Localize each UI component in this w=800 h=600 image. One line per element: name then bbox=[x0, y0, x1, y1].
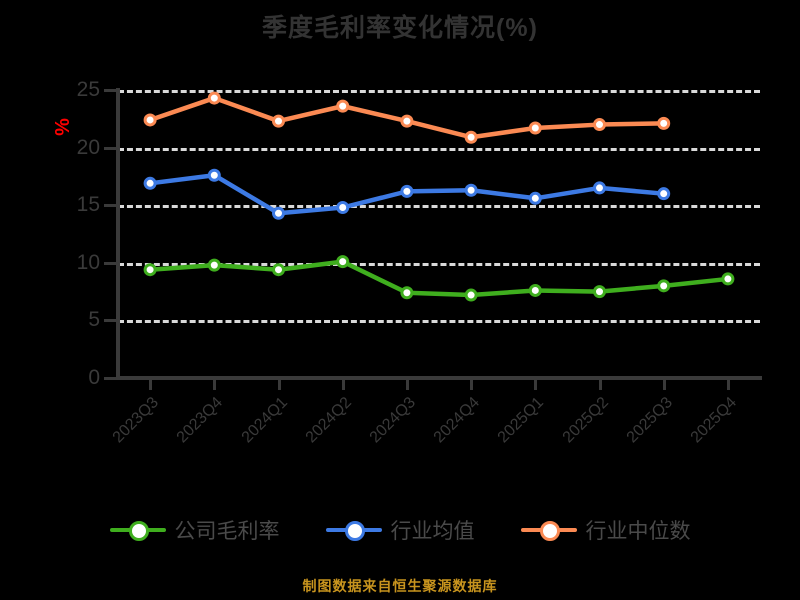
x-axis-tick bbox=[149, 380, 153, 390]
data-point-marker bbox=[336, 255, 350, 269]
data-point-marker bbox=[400, 286, 414, 300]
series-line bbox=[147, 259, 731, 298]
data-point-marker bbox=[657, 187, 671, 201]
y-axis-tick-label: 15 bbox=[76, 193, 100, 217]
x-axis-tick bbox=[726, 380, 730, 390]
x-axis-tick bbox=[341, 380, 345, 390]
legend-marker-icon bbox=[520, 519, 577, 541]
data-point-marker bbox=[400, 184, 414, 198]
y-axis-tick-label-wrap: 10 bbox=[0, 252, 100, 273]
y-axis-tick-label-wrap: 25 bbox=[0, 79, 100, 100]
data-point-marker bbox=[593, 181, 606, 195]
data-point-marker bbox=[593, 285, 606, 299]
y-axis-tick bbox=[104, 377, 118, 380]
y-axis-tick-label: 5 bbox=[88, 308, 100, 332]
legend-dot-icon bbox=[128, 521, 149, 541]
y-axis-tick-label-wrap: 15 bbox=[0, 194, 100, 215]
chart-title: 季度毛利率变化情况(%) bbox=[262, 14, 538, 42]
y-axis-tick-label-wrap: 5 bbox=[0, 309, 100, 330]
y-axis-tick-label: 0 bbox=[88, 366, 100, 389]
gridline bbox=[118, 205, 760, 209]
y-axis-tick-label: 20 bbox=[76, 135, 100, 159]
x-axis-line bbox=[116, 376, 762, 380]
chart-legend: 公司毛利率 行业均值 行业中位数 bbox=[0, 515, 800, 545]
data-point-marker bbox=[336, 201, 350, 215]
data-point-marker bbox=[143, 113, 157, 127]
y-axis-tick bbox=[104, 89, 118, 92]
data-point-marker bbox=[657, 116, 671, 130]
gridline bbox=[118, 90, 760, 93]
x-axis-tick bbox=[405, 380, 409, 390]
gridline bbox=[118, 262, 760, 266]
x-axis-tick bbox=[470, 380, 474, 390]
legend-item-1[interactable]: 公司毛利率 bbox=[109, 515, 280, 545]
footer-note: 制图数据来自恒生聚源数据库 bbox=[302, 578, 498, 594]
data-point-marker bbox=[336, 99, 350, 113]
data-point-marker bbox=[528, 121, 542, 135]
gridline bbox=[118, 320, 760, 324]
gridline bbox=[118, 147, 760, 151]
data-point-marker bbox=[207, 258, 221, 272]
x-axis-tick bbox=[277, 380, 281, 390]
data-point-marker bbox=[272, 263, 285, 277]
legend-label: 行业中位数 bbox=[585, 520, 691, 543]
data-point-marker bbox=[721, 272, 735, 286]
y-axis-tick-label: 25 bbox=[76, 78, 100, 101]
legend-item-2[interactable]: 行业均值 bbox=[325, 515, 475, 545]
y-axis-tick bbox=[104, 146, 118, 150]
data-point-marker bbox=[657, 279, 671, 293]
x-axis-tick bbox=[662, 380, 666, 390]
data-point-marker bbox=[272, 206, 285, 220]
legend-label: 行业均值 bbox=[390, 520, 475, 543]
data-point-marker bbox=[464, 183, 478, 197]
legend-label: 公司毛利率 bbox=[174, 520, 280, 543]
data-point-marker bbox=[207, 168, 221, 182]
y-axis-tick-label-wrap: 0 bbox=[0, 367, 100, 388]
y-axis-tick bbox=[104, 319, 118, 323]
data-point-marker bbox=[207, 91, 221, 105]
y-axis-tick bbox=[104, 204, 118, 208]
legend-marker-icon bbox=[325, 519, 382, 541]
legend-dot-icon bbox=[344, 521, 365, 541]
y-axis-tick-label-wrap: 20 bbox=[0, 137, 100, 158]
x-axis-tick bbox=[213, 380, 217, 390]
data-point-marker bbox=[528, 191, 542, 205]
legend-item-3[interactable]: 行业中位数 bbox=[520, 515, 691, 545]
data-point-marker bbox=[593, 118, 606, 132]
data-point-marker bbox=[143, 176, 157, 190]
y-axis-tick bbox=[104, 261, 118, 265]
legend-marker-icon bbox=[109, 519, 166, 541]
y-axis-tick-label: 10 bbox=[76, 250, 100, 274]
y-axis-line bbox=[116, 88, 120, 380]
data-point-marker bbox=[528, 283, 542, 297]
data-point-marker bbox=[143, 263, 157, 277]
data-point-marker bbox=[464, 288, 478, 302]
x-axis-tick bbox=[598, 380, 602, 390]
data-point-marker bbox=[464, 130, 478, 144]
data-point-marker bbox=[272, 114, 285, 128]
data-point-marker bbox=[400, 114, 414, 128]
x-axis-tick bbox=[534, 380, 538, 390]
legend-dot-icon bbox=[539, 521, 560, 541]
